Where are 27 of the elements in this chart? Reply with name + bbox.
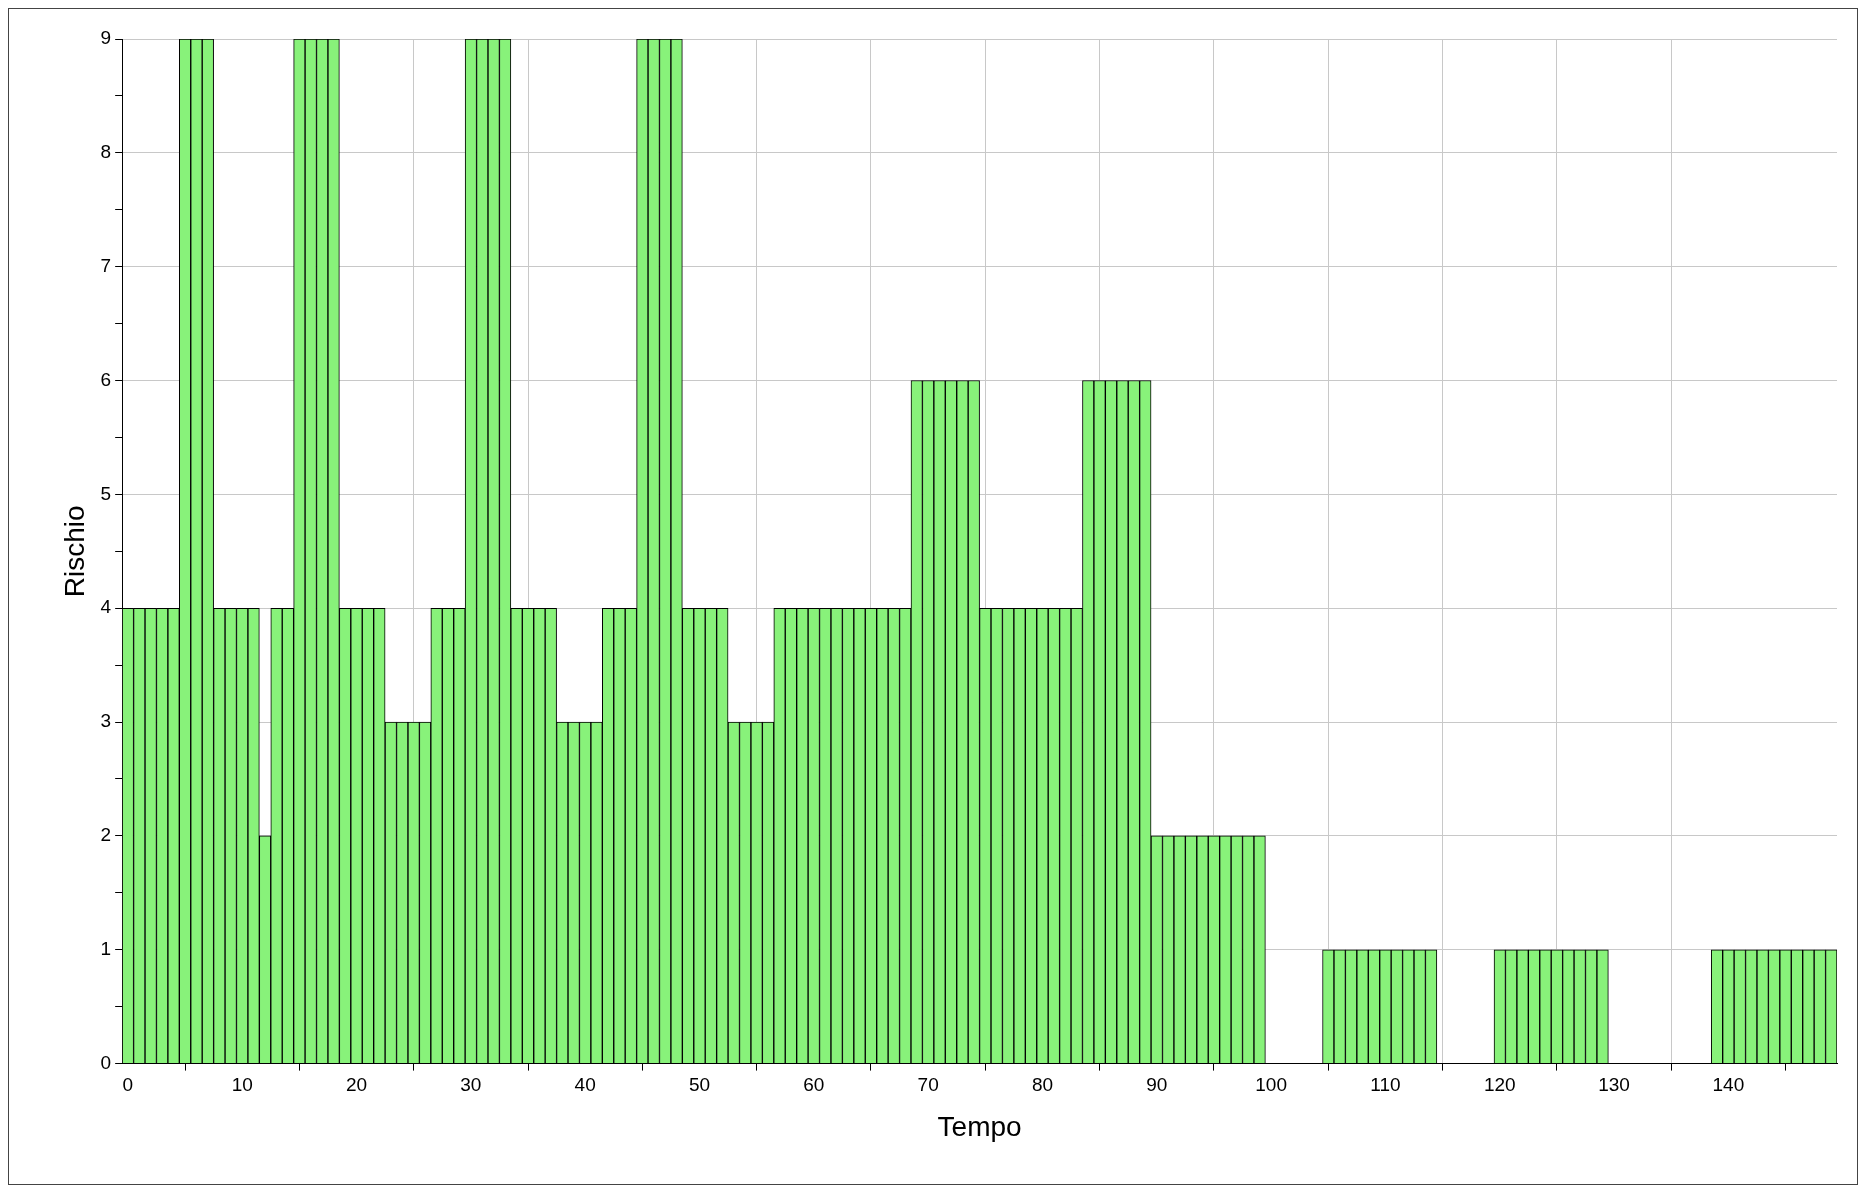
y-tick-label: 5 [100, 482, 112, 504]
x-tick-label: 110 [1370, 1074, 1401, 1096]
y-tick-label: 6 [100, 368, 112, 390]
y-tick-label: 1 [100, 937, 112, 959]
x-tick-label: 100 [1255, 1074, 1287, 1096]
x-tick-label: 50 [688, 1074, 711, 1096]
y-tick-label: 8 [100, 141, 112, 163]
y-tick-label: 3 [100, 710, 112, 732]
x-tick-label: 30 [460, 1074, 482, 1096]
x-tick-label: 70 [917, 1074, 939, 1096]
x-tick-label: 60 [803, 1074, 825, 1096]
y-tick-label: 2 [100, 824, 112, 846]
y-tick-label: 4 [100, 596, 112, 618]
x-tick-label: 140 [1712, 1074, 1745, 1096]
x-tick-label: 10 [231, 1074, 253, 1096]
x-tick-label: 130 [1598, 1074, 1630, 1096]
x-tick-label: 40 [574, 1074, 596, 1096]
x-axis-title: Tempo [937, 1110, 1022, 1142]
x-tick-label: 80 [1031, 1074, 1054, 1096]
y-tick-label: 9 [100, 27, 112, 49]
x-tick-label: 0 [122, 1074, 134, 1096]
x-tick-label: 90 [1146, 1074, 1168, 1096]
x-tick-label: 120 [1483, 1074, 1516, 1096]
x-tick-label: 20 [345, 1074, 368, 1096]
y-axis-title: Rischio [58, 505, 90, 598]
y-tick-label: 0 [100, 1051, 112, 1073]
y-tick-label: 7 [100, 254, 112, 276]
